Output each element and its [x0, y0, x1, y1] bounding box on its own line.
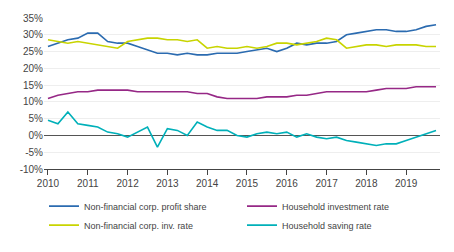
svg-text:2013: 2013 [156, 178, 179, 189]
svg-text:2018: 2018 [355, 178, 378, 189]
svg-text:5%: 5% [29, 113, 44, 124]
svg-text:2011: 2011 [77, 178, 99, 189]
svg-text:2017: 2017 [315, 178, 338, 189]
svg-text:15%: 15% [23, 80, 43, 91]
svg-text:20%: 20% [23, 63, 43, 74]
svg-text:2019: 2019 [395, 178, 418, 189]
svg-text:10%: 10% [23, 96, 43, 107]
svg-text:Non-financial corp. inv. rate: Non-financial corp. inv. rate [84, 221, 193, 231]
svg-text:Non-financial corp. profit sha: Non-financial corp. profit share [84, 202, 207, 212]
svg-text:30%: 30% [23, 29, 43, 40]
svg-text:2016: 2016 [276, 178, 299, 189]
svg-text:2012: 2012 [116, 178, 139, 189]
svg-text:2014: 2014 [196, 178, 219, 189]
svg-text:Household saving rate: Household saving rate [282, 221, 372, 231]
svg-text:35%: 35% [23, 13, 43, 24]
svg-text:Household investment rate: Household investment rate [282, 202, 389, 212]
svg-text:25%: 25% [23, 46, 43, 57]
svg-text:2015: 2015 [236, 178, 259, 189]
svg-text:-10%: -10% [20, 164, 43, 175]
svg-text:0%: 0% [29, 130, 44, 141]
svg-text:-5%: -5% [25, 147, 43, 158]
svg-text:2010: 2010 [37, 178, 60, 189]
